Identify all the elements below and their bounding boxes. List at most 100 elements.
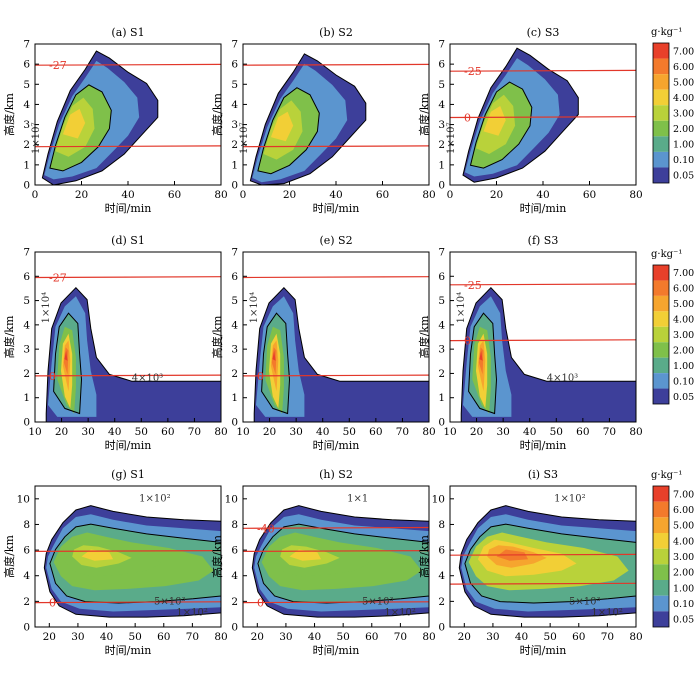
x-tick-label: 10 <box>28 426 41 438</box>
contour-band <box>64 350 68 361</box>
panel-0-1: 1×10⁷ (b) S2 0 20 40 60 80 0 1 2 3 4 5 6 7 时间/min 高度/km <box>210 26 436 215</box>
y-tick-label: 5 <box>23 79 30 91</box>
y-tick-label: 5 <box>231 295 238 307</box>
colorbar-swatch <box>653 295 669 312</box>
y-tick-label: 10 <box>225 493 238 505</box>
colorbar-swatch <box>653 580 669 596</box>
contour-band <box>62 108 86 139</box>
isotherm-line <box>35 145 221 148</box>
x-tick-label: 70 <box>186 631 199 643</box>
y-axis-label: 高度/km <box>417 315 431 358</box>
colorbar-label: 2.00 <box>673 568 694 579</box>
y-tick-label: 8 <box>231 519 238 531</box>
y-tick-label: 6 <box>438 271 445 283</box>
x-tick-label: 40 <box>108 426 121 438</box>
x-tick-label: 80 <box>629 189 642 201</box>
isotherm-line <box>450 283 636 286</box>
x-tick-label: 0 <box>240 189 247 201</box>
contour-band <box>63 347 69 375</box>
x-tick-label: 0 <box>32 189 39 201</box>
x-tick-label: 30 <box>496 426 509 438</box>
x-axis-label: 时间/min <box>520 202 567 215</box>
y-tick-label: 7 <box>231 39 238 51</box>
panel-title: (a) S1 <box>111 26 144 39</box>
contour-label: 5×10³ <box>154 596 185 607</box>
colorbar-swatch <box>653 611 669 627</box>
panel-1-1: 0 1×10⁴ (e) S2 10 20 30 40 50 60 70 80 0 1 2 3 4 5 6 7 时间/m… <box>210 234 436 452</box>
isotherm-label: 0 <box>464 112 471 125</box>
y-tick-label: 2 <box>231 368 238 380</box>
number-contour <box>251 505 429 618</box>
colorbar-frame <box>652 42 670 184</box>
contour-label: 1×10² <box>139 494 170 505</box>
x-tick-label: 80 <box>629 631 642 643</box>
colorbar-label: 3.00 <box>673 552 694 563</box>
number-contour <box>43 505 221 618</box>
contour-band <box>272 350 276 361</box>
panel-title: (f) S3 <box>528 234 559 247</box>
x-tick-label: 80 <box>422 426 435 438</box>
x-tick-label: 20 <box>458 631 471 643</box>
x-tick-label: 40 <box>121 189 134 201</box>
contour-band <box>271 347 277 375</box>
colorbar-label: 1.00 <box>673 583 694 594</box>
y-tick-label: 1 <box>23 159 30 171</box>
number-contour <box>460 286 636 422</box>
y-tick-label: 3 <box>231 119 238 131</box>
isotherm-label: 0 <box>257 370 264 383</box>
x-tick-label: 20 <box>470 426 483 438</box>
contour-band <box>483 106 506 136</box>
colorbar-label: 4.00 <box>673 536 694 547</box>
y-tick-label: 4 <box>231 319 238 331</box>
y-tick-label: 0 <box>438 622 445 634</box>
y-tick-label: 2 <box>23 596 30 608</box>
contour-fills <box>450 505 636 618</box>
colorbar-swatch <box>653 265 669 281</box>
x-tick-label: 50 <box>336 631 349 643</box>
isotherm-label: -25 <box>464 65 482 78</box>
y-tick-label: 4 <box>231 99 238 111</box>
contour-label: 1×10⁷ <box>446 122 457 153</box>
x-tick-label: 80 <box>214 189 227 201</box>
y-tick-label: 4 <box>23 570 30 582</box>
x-tick-label: 20 <box>263 426 276 438</box>
contour-label: 5×10³ <box>362 596 393 607</box>
colorbar-swatch <box>653 548 669 565</box>
panel-title: (h) S2 <box>319 468 353 481</box>
colorbar-0: g·kg⁻¹ 7.00 6.00 5.00 4.00 3.00 2.00 1.00 0.10 0.… <box>651 27 694 184</box>
colorbar-swatch <box>653 58 669 75</box>
colorbar-label: 3.00 <box>673 330 694 341</box>
isotherm-line <box>243 601 429 604</box>
x-axis-label: 时间/min <box>520 644 567 657</box>
colorbar-label: 0.05 <box>673 392 694 403</box>
y-tick-label: 2 <box>438 139 445 151</box>
number-contour <box>45 286 221 422</box>
y-tick-label: 6 <box>438 59 445 71</box>
x-axis-label: 时间/min <box>105 202 152 215</box>
y-tick-label: 5 <box>23 295 30 307</box>
y-tick-label: 1 <box>231 392 238 404</box>
panel-title: (e) S2 <box>319 234 352 247</box>
x-tick-label: 60 <box>365 631 378 643</box>
y-tick-label: 1 <box>438 159 445 171</box>
x-tick-label: 0 <box>447 189 454 201</box>
number-contour <box>249 53 367 185</box>
colorbar-label: 5.00 <box>673 521 694 532</box>
y-tick-label: 7 <box>438 39 445 51</box>
x-tick-label: 40 <box>329 189 342 201</box>
y-tick-label: 4 <box>438 319 445 331</box>
colorbar-label: 0.10 <box>673 376 694 387</box>
colorbar-swatch <box>653 43 669 59</box>
colorbar-swatch <box>653 74 669 90</box>
x-tick-label: 50 <box>128 631 141 643</box>
x-tick-label: 80 <box>422 631 435 643</box>
isotherm-line <box>450 116 636 119</box>
colorbar-label: 1.00 <box>673 140 694 151</box>
x-tick-label: 80 <box>422 189 435 201</box>
y-tick-label: 7 <box>438 247 445 259</box>
colorbar-label: 6.00 <box>673 62 694 73</box>
isotherm-line <box>450 69 636 72</box>
colorbar-label: 0.10 <box>673 599 694 610</box>
y-axis-label: 高度/km <box>2 535 16 578</box>
